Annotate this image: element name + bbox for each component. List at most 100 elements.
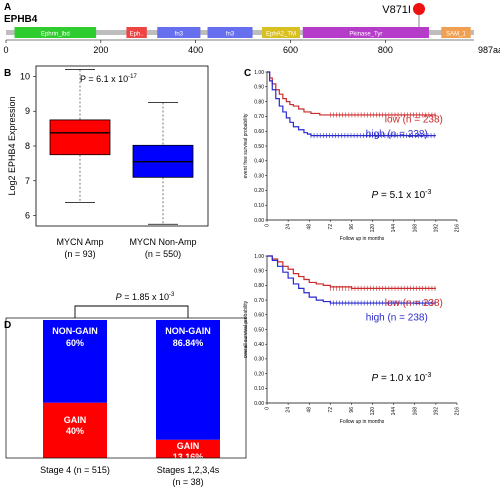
domain-2	[157, 27, 201, 38]
km-plot-os: 1.00 0.90 0.80 0.70 0.60 0.50 0.40 0.30 0.20 0.10…	[243, 254, 461, 425]
stage-bar-nongain	[156, 320, 220, 440]
km-x-tick-label: 96	[349, 407, 355, 413]
km-curve-high	[267, 71, 436, 137]
km-x-tick-label: 120	[370, 224, 376, 233]
km-y-label: event free survival probability	[243, 113, 249, 178]
gain-pct: 40%	[66, 426, 84, 436]
km-y-tick-label: 0.30	[254, 357, 264, 363]
km-x-label: Follow up in months	[340, 236, 385, 242]
km-y-tick-label: 1.00	[254, 254, 264, 260]
km-high-label: high (n = 238)	[366, 129, 428, 140]
domain-label-2: fn3	[175, 32, 184, 38]
km-y-tick-label: 0.50	[254, 327, 264, 333]
stage-4-label: Stage 4 (n = 515)	[40, 465, 110, 475]
boxplot-y-tick-label: 6	[25, 211, 30, 221]
stage-bar-nongain	[43, 320, 107, 403]
km-x-tick-label: 216	[455, 224, 461, 233]
km-x-tick-label: 168	[412, 224, 418, 233]
km-low-label: low (n = 238)	[385, 298, 443, 309]
km-x-tick-label: 0	[265, 407, 271, 410]
km-pvalue: P = 5.1 x 10-3	[372, 189, 432, 201]
boxplot-y-tick-label: 7	[25, 176, 30, 186]
group-2-n: (n = 550)	[145, 249, 181, 259]
km-y-tick-label: 0.00	[254, 218, 264, 224]
stage-early-n: (n = 38)	[172, 477, 203, 487]
protein-tick-label: 800	[378, 45, 393, 55]
km-x-tick-label: 72	[328, 407, 334, 413]
protein-end-label: 987aa	[478, 45, 500, 55]
km-y-tick-label: 0.70	[254, 114, 264, 120]
domain-label-3: fn3	[226, 32, 235, 38]
stage-early-label: Stages 1,2,3,4s	[157, 465, 220, 475]
protein-tick-label: 400	[188, 45, 203, 55]
stage-bars: NON-GAIN60%GAIN40%NON-GAIN86.84%GAIN13.1…	[43, 320, 220, 462]
boxplot-y-tick-label: 10	[20, 71, 30, 81]
panel-c: C 1.00 0.90 0.80 0.70 0.60 0.50 0.40 0.30 0.20 0.…	[243, 68, 461, 425]
km-x-tick-label: 0	[265, 224, 271, 227]
domain-4	[262, 27, 300, 38]
group-1-n: (n = 93)	[64, 249, 95, 259]
km-x-tick-label: 24	[286, 407, 292, 413]
stage-bar-gain	[43, 402, 107, 458]
stage-pvalue: P = 1.85 x 10-3	[116, 292, 175, 302]
mutation-label: V871I	[382, 4, 411, 16]
km-x-tick-label: 144	[391, 224, 397, 233]
protein-tick-label: 600	[283, 45, 298, 55]
domain-label-5: Pkinase_Tyr	[349, 32, 382, 38]
km-y-tick-label: 0.60	[254, 313, 264, 319]
domain-0	[14, 27, 97, 38]
significance-bracket	[74, 305, 189, 318]
boxplot-pvalue: P = 6.1 x 10-17	[80, 74, 137, 84]
domain-label-1: Eph..	[130, 32, 144, 38]
km-y-tick-label: 1.00	[254, 70, 264, 76]
protein-tick-label: 0	[3, 45, 8, 55]
nongain-pct: 60%	[66, 338, 84, 348]
mutation-pin-head	[412, 3, 425, 15]
protein-domains: Ephrin_lbd Eph.. fn3 fn3 EphA2_TM Pkinase_Tyr…	[14, 27, 471, 38]
km-x-tick-label: 192	[433, 407, 439, 416]
km-y-tick-label: 0.90	[254, 85, 264, 91]
panel-b: B P = 6.1 x 10-17 Log2 EPHB4 Expression …	[4, 65, 209, 259]
km-pvalue: P = 1.0 x 10-3	[372, 372, 432, 384]
gain-label: GAIN	[177, 441, 200, 451]
km-x-tick-label: 144	[391, 407, 397, 416]
km-x-tick-label: 120	[370, 407, 376, 416]
km-curve-high	[267, 255, 436, 304]
gain-pct: 13.16%	[173, 452, 204, 462]
km-y-tick-label: 0.30	[254, 173, 264, 179]
km-y-tick-label: 0.50	[254, 144, 264, 150]
km-y-tick-label: 0.90	[254, 269, 264, 275]
km-x-tick-label: 96	[349, 224, 355, 230]
protein-tick-label: 200	[93, 45, 108, 55]
boxplot-y-tick-label: 8	[25, 141, 30, 151]
boxplot-y-tick-label: 9	[25, 106, 30, 116]
group-2-label: MYCN Non-Amp	[129, 237, 196, 247]
domain-5	[302, 27, 429, 38]
domain-label-6: SAM_1	[446, 32, 466, 38]
km-y-tick-label: 0.80	[254, 99, 264, 105]
km-y-tick-label: 0.70	[254, 298, 264, 304]
boxplot-y-label: Log2 EPHB4 Expression	[7, 96, 17, 195]
group-1-label: MYCN Amp	[56, 237, 103, 247]
panel-c-letter: C	[244, 68, 251, 79]
km-y-tick-label: 0.40	[254, 159, 264, 165]
stage-bar-gain	[156, 439, 220, 458]
km-high-label: high (n = 238)	[366, 313, 428, 324]
boxplot-boxes	[49, 69, 194, 225]
km-x-label: Follow up in months	[340, 419, 385, 425]
protein-axis-ticks: 0 200 400 600 800	[3, 39, 474, 55]
domain-label-0: Ephrin_lbd	[41, 32, 70, 38]
km-x-tick-label: 48	[307, 224, 313, 230]
stage-chart-frame	[5, 317, 247, 459]
box-iqr	[49, 119, 111, 156]
domain-6	[441, 27, 471, 38]
nongain-pct: 86.84%	[173, 338, 204, 348]
km-low-label: low (n = 238)	[385, 114, 443, 125]
km-y-tick-label: 0.20	[254, 188, 264, 194]
km-x-tick-label: 168	[412, 407, 418, 416]
domain-1	[126, 27, 147, 38]
km-y-tick-label: 0.10	[254, 203, 264, 209]
panel-a-letter: A	[4, 2, 11, 13]
km-x-tick-label: 72	[328, 224, 334, 230]
